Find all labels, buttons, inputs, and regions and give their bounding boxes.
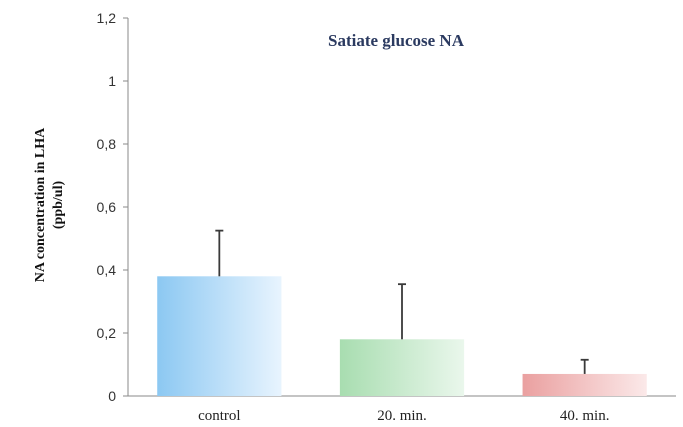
bars bbox=[157, 276, 647, 396]
x-tick-label: 20. min. bbox=[377, 408, 427, 424]
bar-control bbox=[157, 276, 282, 396]
y-tick-label: 0,6 bbox=[97, 199, 117, 215]
y-axis-label-line2: (ppb/ul) bbox=[51, 181, 66, 230]
x-tick-label: control bbox=[198, 408, 241, 424]
category-labels: control 20. min. 40. min. bbox=[198, 408, 609, 424]
chart-title: Satiate glucose NA bbox=[328, 31, 465, 50]
y-tick-label: 1,2 bbox=[97, 10, 117, 26]
y-tick-label: 0,4 bbox=[97, 262, 117, 278]
y-axis-label-line1: NA concentration in LHA bbox=[33, 127, 48, 282]
y-tick-label: 0 bbox=[108, 388, 116, 404]
y-tick-label: 1 bbox=[108, 73, 116, 89]
error-bars bbox=[215, 229, 589, 374]
x-tick-label: 40. min. bbox=[560, 408, 610, 424]
y-tick-label: 0,2 bbox=[97, 325, 117, 341]
y-tick-label: 0,8 bbox=[97, 136, 117, 152]
bar-40-min bbox=[522, 373, 647, 396]
y-axis: 0 0,2 0,4 0,6 0,8 1 1,2 bbox=[97, 10, 129, 404]
y-axis-label: NA concentration in LHA (ppb/ul) bbox=[33, 127, 66, 282]
bar-20-min bbox=[339, 339, 465, 396]
